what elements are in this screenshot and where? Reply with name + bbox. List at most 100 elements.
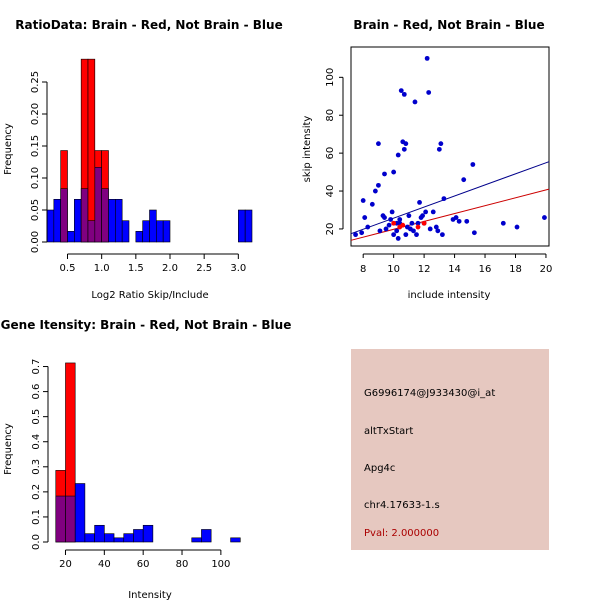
- ratio-histogram-panel: RatioData: Brain - Red, Not Brain - Blue…: [3, 18, 283, 301]
- ratio-y-tick-label: 0.10: [30, 167, 41, 189]
- ratio-y-tick-label: 0.25: [30, 71, 41, 93]
- ratio-x-tick-label: 1.0: [94, 263, 110, 274]
- gene-intensity-y-tick-label: 0.6: [31, 384, 42, 400]
- gene-intensity-axes: 20 40 60 80 100 0.0 0.1 0.2 0.3 0.4 0.5 0.6 0.7: [31, 359, 230, 570]
- not-brain-point: [409, 220, 415, 226]
- not-brain-point: [470, 162, 476, 167]
- ratio-bar-overlap-8: [101, 188, 109, 243]
- gene-intensity-y-tick-label: 0.7: [31, 359, 42, 375]
- gene-intensity-bar-not-brain-2: [74, 483, 86, 543]
- ratio-bar-not-brain-1: [53, 199, 61, 243]
- not-brain-point: [362, 215, 368, 220]
- not-brain-point: [401, 146, 407, 152]
- gene-intensity-bar-not-brain-18: [230, 537, 241, 543]
- not-brain-point: [386, 222, 392, 228]
- scatter-fit-lines: [350, 161, 550, 241]
- ratio-bar-overlap-2: [60, 188, 68, 243]
- probe-info-panel: G6996174@J933430@i_at altTxStart Apg4c c…: [351, 349, 549, 550]
- not-brain-point: [359, 230, 365, 236]
- gene-intensity-bar-overlap-1: [65, 495, 76, 543]
- ratio-x-tick-label: 3.0: [230, 263, 246, 274]
- gene-intensity-y-tick-label: 0.5: [31, 409, 42, 425]
- not-brain-point: [420, 213, 425, 219]
- ratio-bar-not-brain-14: [142, 220, 150, 243]
- scatter-y-tick-label: 40: [325, 185, 336, 198]
- not-brain-point: [389, 209, 395, 215]
- not-brain-point: [397, 217, 403, 222]
- gene-intensity-x-tick-label: 40: [98, 559, 111, 570]
- ratio-bar-not-brain-16: [156, 220, 164, 243]
- gene-intensity-bar-not-brain-6: [113, 537, 125, 543]
- brain-point: [400, 222, 406, 228]
- not-brain-point: [391, 169, 397, 175]
- ratio-bar-overlap-7: [94, 167, 102, 243]
- gene-intensity-bars: [55, 362, 241, 543]
- gene-intensity-bar-not-brain-8: [133, 529, 144, 543]
- not-brain-point: [424, 55, 430, 61]
- ratio-y-tick-label: 0.00: [30, 231, 41, 253]
- gene-intensity-bar-not-brain-15: [201, 529, 212, 543]
- not-brain-point: [403, 141, 409, 147]
- not-brain-point: [376, 141, 381, 147]
- gene-intensity-bar-not-brain-9: [142, 524, 154, 543]
- gene-intensity-x-tick-label: 100: [211, 559, 230, 570]
- gene-intensity-x-tick-label: 20: [59, 559, 72, 570]
- not-brain-point: [427, 226, 433, 232]
- not-brain-point: [377, 228, 383, 234]
- scatter-y-tick-label: 100: [325, 68, 336, 87]
- not-brain-fit-line: [350, 161, 550, 235]
- scatter-ylabel: skip intensity: [302, 116, 313, 183]
- ratio-histogram-title: RatioData: Brain - Red, Not Brain - Blue: [15, 18, 282, 32]
- gene-intensity-xlabel: Intensity: [128, 590, 172, 600]
- scatter-x-tick-label: 16: [479, 264, 492, 275]
- gene-intensity-x-tick-label: 60: [137, 559, 150, 570]
- not-brain-point: [395, 152, 401, 158]
- gene-intensity-y-tick-label: 0.3: [31, 459, 42, 475]
- not-brain-point: [433, 224, 439, 230]
- not-brain-point: [435, 228, 441, 234]
- scatter-x-tick-label: 18: [509, 264, 522, 275]
- scatter-x-tick-label: 10: [387, 264, 400, 275]
- ratio-bar-not-brain-28: [238, 209, 246, 243]
- brain-point: [421, 220, 427, 226]
- ratio-x-tick-label: 2.5: [196, 263, 212, 274]
- not-brain-point: [461, 177, 467, 183]
- not-brain-point: [439, 232, 445, 238]
- ratio-bar-not-brain-13: [135, 231, 143, 243]
- not-brain-point: [394, 228, 400, 234]
- not-brain-point: [430, 209, 436, 215]
- gene-intensity-bar-not-brain-4: [94, 524, 105, 543]
- not-brain-point: [403, 232, 409, 238]
- ratio-bar-overlap-6: [87, 220, 96, 243]
- ratio-histogram-bars: [46, 58, 253, 243]
- scatter-xlabel: include intensity: [408, 290, 491, 301]
- gene-intensity-y-tick-label: 0.0: [31, 534, 42, 550]
- brain-point: [391, 220, 397, 226]
- not-brain-point: [500, 220, 506, 226]
- not-brain-point: [417, 200, 422, 205]
- gene-intensity-bar-not-brain-3: [84, 533, 95, 543]
- intensity-scatter-panel: Brain - Red, Not Brain - Blue 8 10 12 14 16 1…: [302, 18, 552, 301]
- ratio-bar-not-brain-15: [149, 209, 157, 243]
- not-brain-point: [383, 226, 389, 232]
- scatter-y-tick-label: 60: [325, 147, 336, 160]
- ratio-bar-not-brain-29: [244, 209, 253, 243]
- not-brain-point: [436, 146, 442, 152]
- location-text: chr4.17633-1.s: [364, 500, 440, 511]
- gene-intensity-bar-overlap-0: [55, 495, 66, 543]
- not-brain-point: [514, 224, 520, 230]
- ratio-histogram-xlabel: Log2 Ratio Skip/Include: [91, 290, 208, 301]
- not-brain-point: [401, 91, 407, 97]
- ratio-bar-not-brain-4: [74, 199, 82, 243]
- gene-intensity-title: Gene Itensity: Brain - Red, Not Brain - …: [1, 318, 292, 332]
- not-brain-point: [471, 230, 477, 236]
- not-brain-point: [415, 220, 421, 226]
- not-brain-point: [388, 217, 393, 222]
- not-brain-point: [453, 215, 459, 220]
- not-brain-point: [398, 88, 404, 93]
- scatter-y-tick-label: 20: [325, 223, 336, 236]
- ratio-bar-brain-6: [87, 58, 96, 243]
- not-brain-point: [382, 215, 387, 220]
- scatter-x-tick-label: 8: [360, 264, 366, 275]
- not-brain-point: [542, 215, 547, 220]
